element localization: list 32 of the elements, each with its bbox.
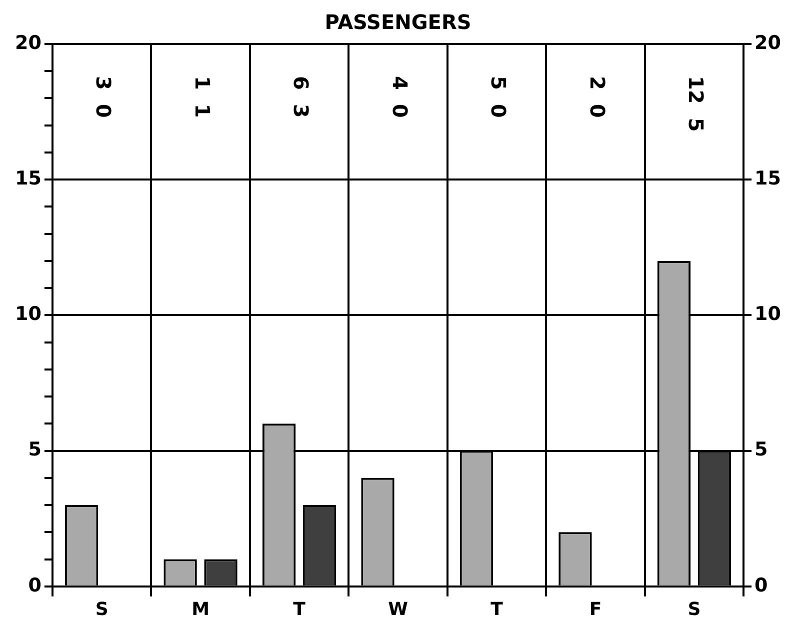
annotation: 3	[92, 76, 116, 90]
annotation: 5	[486, 76, 511, 90]
y2-tick-label: 15	[754, 168, 782, 190]
x-tick-label: F	[589, 598, 602, 620]
annotation: 12	[684, 76, 708, 104]
x-tick-label: S	[688, 598, 701, 620]
y2-tick-label: 0	[754, 574, 768, 596]
annotation: 1	[190, 76, 214, 90]
x-tick-label: W	[388, 598, 408, 620]
annotation: 6	[289, 76, 314, 90]
x-tick-label: T	[490, 598, 504, 620]
annotation: 0	[388, 104, 412, 118]
annotation: 5	[684, 118, 708, 132]
y-tick-label: 15	[14, 168, 42, 190]
annotation: 0	[585, 104, 610, 118]
annotation: 4	[388, 76, 412, 90]
annotation: 0	[486, 104, 511, 118]
annotation: 1	[190, 104, 214, 118]
annotation: 2	[585, 76, 610, 90]
y-tick-label: 20	[14, 32, 42, 54]
x-tick-label: M	[192, 598, 210, 620]
y-tick-label: 0	[28, 574, 42, 596]
y2-tick-label: 10	[754, 303, 782, 326]
x-tick-label: S	[95, 598, 108, 620]
y-tick-label: 5	[28, 438, 42, 461]
annotation: 0	[92, 104, 116, 118]
y-tick-label: 10	[14, 303, 42, 326]
annotation: 3	[289, 104, 314, 118]
chart-title: PASSENGERS	[324, 10, 472, 34]
x-tick-label: T	[293, 598, 306, 620]
y2-tick-label: 20	[754, 32, 782, 54]
y2-tick-label: 5	[754, 438, 768, 461]
